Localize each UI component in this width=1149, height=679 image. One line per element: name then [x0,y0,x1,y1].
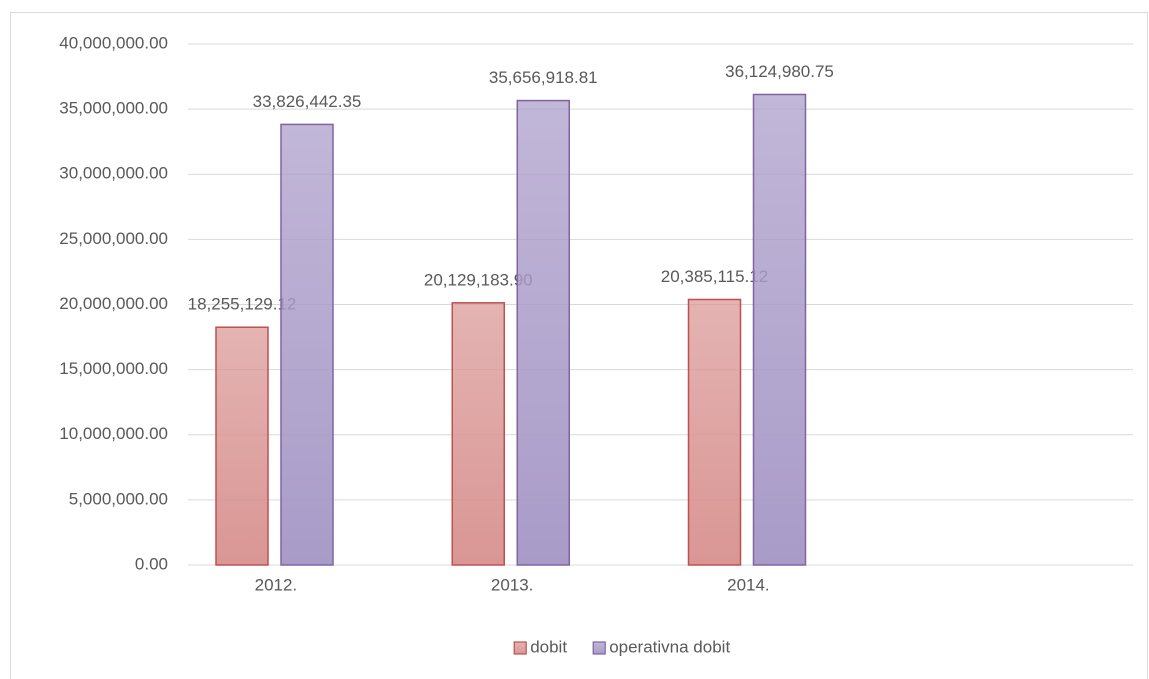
x-tick-label: 2013. [491,575,534,594]
bar [687,298,742,566]
x-tick-label: 2012. [255,575,298,594]
chart-frame [10,12,1148,679]
y-tick-label: 35,000,000.00 [59,99,168,118]
bar [516,99,570,566]
data-label: 18,255,129.12 [188,295,297,314]
y-tick-label: 0.00 [135,554,168,573]
x-tick-label: 2014. [727,575,770,594]
legend-swatch [513,641,527,655]
bar [215,326,269,566]
legend-label: dobit [530,637,567,656]
bar [280,123,334,566]
bar [451,302,505,566]
y-tick-label: 25,000,000.00 [59,229,168,248]
data-label: 33,826,442.35 [253,92,362,111]
data-label: 36,124,980.75 [725,62,834,81]
y-tick-label: 30,000,000.00 [59,164,168,183]
y-tick-label: 5,000,000.00 [69,489,168,508]
legend-swatch [592,641,606,655]
y-tick-label: 15,000,000.00 [59,359,168,378]
data-label: 20,129,183.90 [424,270,533,289]
legend-label: operativna dobit [609,637,730,656]
bar [752,93,807,566]
data-label: 20,385,115.12 [661,267,768,286]
y-tick-label: 20,000,000.00 [59,294,168,313]
data-label: 35,656,918.81 [489,68,598,87]
y-tick-label: 10,000,000.00 [59,424,168,443]
y-tick-label: 40,000,000.00 [59,33,168,52]
